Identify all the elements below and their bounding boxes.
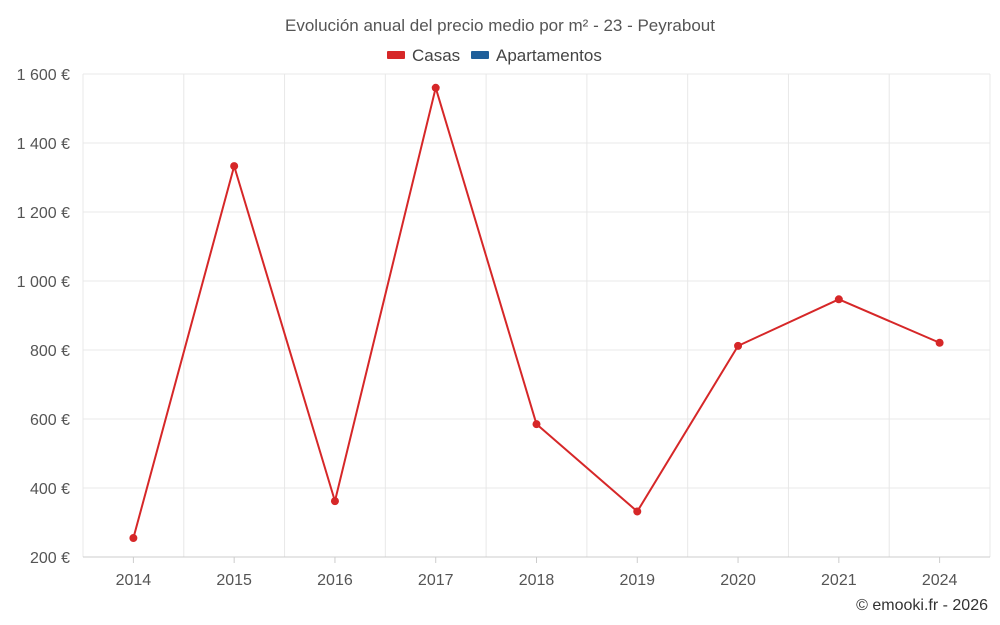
x-tick-label: 2016 [317,572,353,589]
legend-item-casas[interactable]: Casas [387,46,460,65]
y-tick-label: 600 € [30,412,70,429]
data-point-casas[interactable] [734,341,743,350]
x-tick-label: 2019 [619,572,655,589]
chart-title: Evolución anual del precio medio por m² … [285,16,715,35]
data-point-casas[interactable] [230,162,239,171]
y-tick-label: 400 € [30,481,70,498]
data-point-casas[interactable] [431,83,440,92]
y-tick-label: 1 000 € [17,274,70,291]
legend-label-apartamentos: Apartamentos [496,46,602,65]
y-tick-label: 1 600 € [17,67,70,84]
series-casas [129,83,944,543]
y-tick-label: 200 € [30,550,70,567]
axes: 200 € 400 € 600 € 800 € 1 000 € 1 200 € 1 400 … [17,67,990,589]
legend: Casas Apartamentos [387,46,602,65]
grid [82,73,991,558]
data-point-casas[interactable] [532,420,541,429]
x-tick-label: 2020 [720,572,756,589]
data-point-casas[interactable] [935,338,944,347]
data-point-casas[interactable] [834,295,843,304]
data-point-casas[interactable] [633,507,642,516]
y-tick-label: 1 400 € [17,136,70,153]
credit-text: © emooki.fr - 2026 [856,597,988,614]
x-tick-label: 2024 [922,572,958,589]
x-tick-label: 2018 [519,572,555,589]
legend-label-casas: Casas [412,46,460,65]
data-point-casas[interactable] [330,497,339,506]
x-tick-label: 2015 [216,572,252,589]
legend-swatch-casas [387,51,405,59]
y-tick-label: 800 € [30,343,70,360]
x-tick-label: 2014 [116,572,152,589]
x-tick-label: 2021 [821,572,857,589]
legend-item-apartamentos[interactable]: Apartamentos [471,46,602,65]
x-tick-label: 2017 [418,572,454,589]
y-tick-label: 1 200 € [17,205,70,222]
series-line-casas [132,86,941,539]
data-point-casas[interactable] [129,534,138,543]
legend-swatch-apartamentos [471,51,489,59]
